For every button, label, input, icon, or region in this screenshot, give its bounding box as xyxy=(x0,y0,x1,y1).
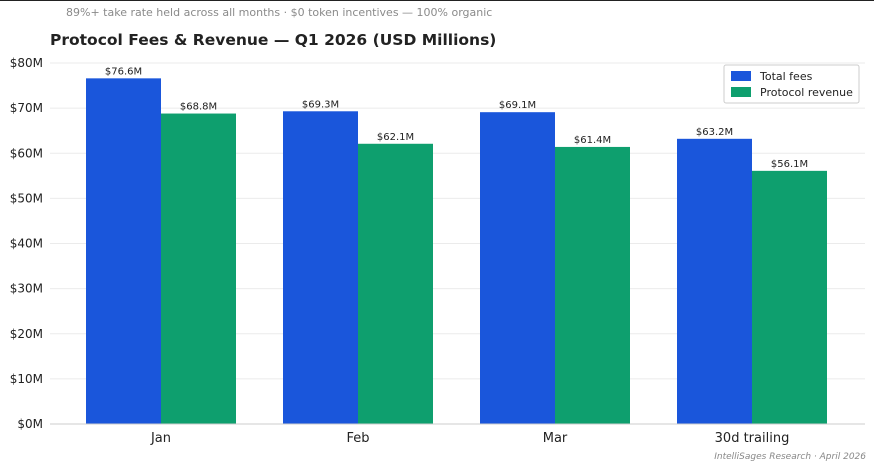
bar-total-fees xyxy=(677,138,752,424)
legend-box xyxy=(723,64,860,104)
footer-credit: IntelliSages Research · April 2026 xyxy=(714,452,866,462)
chart-title: Protocol Fees & Revenue — Q1 2026 (USD M… xyxy=(50,31,497,49)
bar-protocol-revenue xyxy=(161,113,236,424)
legend-label-protocol-revenue: Protocol revenue xyxy=(760,86,853,99)
x-tick-label: 30d trailing xyxy=(715,431,790,446)
bar-value-label: $56.1M xyxy=(771,159,808,170)
legend-swatch-total-fees xyxy=(731,71,751,81)
y-tick-label: $10M xyxy=(10,372,43,386)
y-tick-label: $0M xyxy=(17,417,43,431)
legend-swatch-protocol-revenue xyxy=(731,87,751,97)
y-tick-label: $70M xyxy=(10,101,43,115)
y-tick-label: $30M xyxy=(10,282,43,296)
bar-total-fees xyxy=(86,78,161,424)
x-tick-label: Mar xyxy=(543,431,568,446)
bar-value-label: $69.1M xyxy=(499,100,536,111)
bar-total-fees xyxy=(283,111,358,424)
bar-value-label: $69.3M xyxy=(302,99,339,110)
y-tick-label: $20M xyxy=(10,327,43,341)
y-tick-label: $60M xyxy=(10,146,43,160)
x-tick-label: Jan xyxy=(150,431,171,446)
x-tick-label: Feb xyxy=(346,431,369,446)
bar-value-label: $63.2M xyxy=(696,127,733,138)
bar-protocol-revenue xyxy=(358,143,433,424)
bar-total-fees xyxy=(480,112,555,424)
top-rule xyxy=(0,0,874,1)
data-labels: $76.6M $68.8M $69.3M $62.1M $69.1M $61.4M $63.… xyxy=(105,66,808,170)
bar-protocol-revenue xyxy=(555,146,630,424)
legend: Total fees Protocol revenue xyxy=(723,64,860,104)
y-tick-label: $40M xyxy=(10,237,43,251)
y-tick-label: $50M xyxy=(10,191,43,205)
bar-value-label: $68.8M xyxy=(180,102,217,113)
axes: $0M $10M $20M $30M $40M $50M $60M $70M $80M Jan Fe… xyxy=(10,56,865,446)
chart-subtitle: 89%+ take rate held across all months · … xyxy=(66,6,493,19)
bar-protocol-revenue xyxy=(752,170,827,424)
legend-label-total-fees: Total fees xyxy=(759,70,813,83)
y-tick-label: $80M xyxy=(10,56,43,70)
bar-value-label: $61.4M xyxy=(574,135,611,146)
bar-value-label: $76.6M xyxy=(105,66,142,77)
bars xyxy=(86,78,827,424)
bar-value-label: $62.1M xyxy=(377,132,414,143)
